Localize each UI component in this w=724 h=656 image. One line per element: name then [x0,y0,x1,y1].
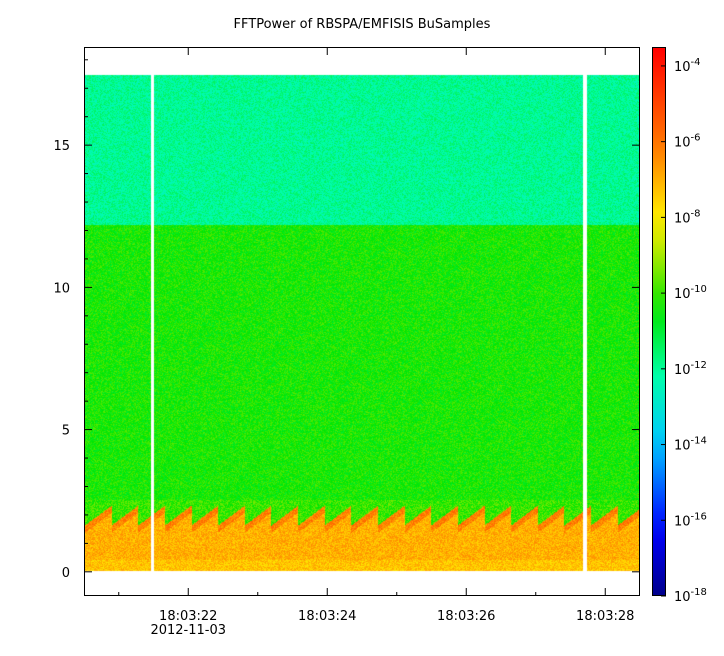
colorbar [652,47,666,596]
colorbar-tick-label: 10-6 [674,133,701,151]
spectrogram-image[interactable] [85,48,639,595]
colorbar-tick-label: 10-18 [674,587,707,605]
x-tick-label: 18:03:22 [159,609,217,624]
y-tick-label: 15 [53,139,70,154]
colorbar-tick-label: 10-10 [674,284,707,302]
y-tick-label: 5 [62,424,70,439]
colorbar-tick-label: 10-16 [674,511,707,529]
colorbar-tick-label: 10-14 [674,436,707,454]
colorbar-tick-label: 10-12 [674,360,707,378]
x-tick-label: 18:03:24 [298,609,356,624]
x-tick-label: 18:03:28 [576,609,634,624]
colorbar-tick-label: 10-8 [674,208,701,226]
colorbar-tick-label: 10-4 [674,57,701,75]
x-tick-date-label: 2012-11-03 [150,623,226,638]
y-tick-label: 0 [62,566,70,581]
x-tick-label: 18:03:26 [437,609,495,624]
chart-title: FFTPower of RBSPA/EMFISIS BuSamples [233,17,491,32]
y-tick-label: 10 [53,281,70,296]
